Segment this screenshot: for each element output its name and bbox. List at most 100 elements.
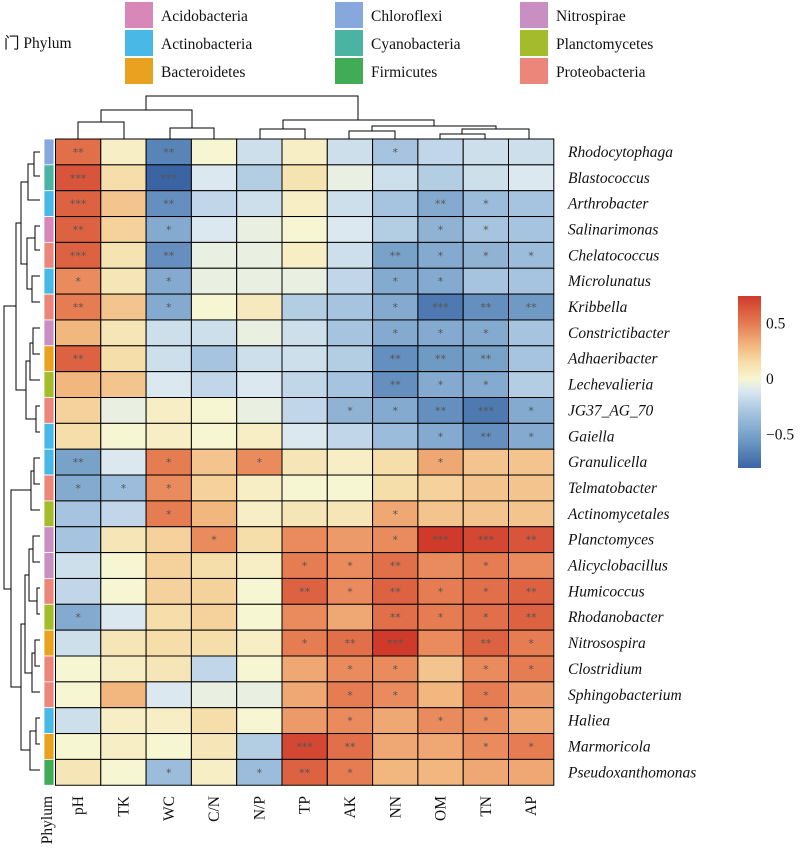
cell-actinomycetales-nn xyxy=(372,500,419,528)
legend-label-bacteroidetes: Bacteroidetes xyxy=(161,64,245,81)
cell-rhodanobacter-ap xyxy=(508,603,555,631)
significance-pseudoxanthomonas-wc: * xyxy=(166,766,172,779)
phylum-marker-blastococcus xyxy=(43,164,55,192)
column-label-ph: pH xyxy=(70,796,87,815)
cell-humicoccus-ak xyxy=(326,577,374,605)
cell-microlunatus-tp xyxy=(281,267,328,295)
cell-arthrobacter-ap xyxy=(508,190,555,218)
significance-gaiella-ap: * xyxy=(528,430,534,443)
cell-rhodocytophaga-tk xyxy=(100,138,147,166)
significance-gaiella-tn: ** xyxy=(480,430,492,443)
cell-planctomyces-ak xyxy=(326,526,374,554)
significance-humicoccus-tp: ** xyxy=(299,585,311,598)
phylum-marker-planctomyces xyxy=(43,526,55,554)
significance-alicyclobacillus-tn: * xyxy=(483,560,489,573)
cell-granulicella-om xyxy=(417,448,464,476)
legend-swatch-nitrospirae xyxy=(520,2,548,28)
cell-arthrobacter-c-n xyxy=(190,190,238,218)
cell-gaiella-ap xyxy=(508,422,555,450)
cell-granulicella-tp xyxy=(281,448,328,476)
legend-label-planctomycetes: Planctomycetes xyxy=(556,36,653,53)
cell-constrictibacter-n-p xyxy=(236,319,283,347)
column-label-ap: AP xyxy=(523,796,540,816)
cell-gaiella-wc xyxy=(145,422,192,450)
cell-humicoccus-wc xyxy=(145,577,192,605)
significance-clostridium-tn: * xyxy=(483,663,489,676)
cell-microlunatus-tk xyxy=(100,267,147,295)
significance-kribbella-ap: ** xyxy=(526,301,538,314)
row-label-rhodocytophaga: Rhodocytophaga xyxy=(567,144,673,161)
cell-jg37-ag-70-ph xyxy=(55,397,102,424)
column-label-om: OM xyxy=(433,796,450,821)
cell-nitrosospira-ap xyxy=(508,629,555,657)
cell-sphingobacterium-ap xyxy=(508,681,555,709)
cell-blastococcus-tn xyxy=(462,164,510,192)
significance-rhodanobacter-ph: * xyxy=(75,611,81,624)
cell-granulicella-tn xyxy=(462,448,510,476)
cell-clostridium-tk xyxy=(100,655,147,683)
significance-haliea-om: * xyxy=(438,715,444,728)
phylum-marker-chelatococcus xyxy=(43,241,55,269)
column-label-nn: NN xyxy=(387,796,404,818)
significance-salinarimonas-ph: ** xyxy=(73,223,85,236)
cell-lechevalieria-tp xyxy=(281,371,328,398)
cell-granulicella-c-n xyxy=(190,448,238,476)
cell-rhodocytophaga-om xyxy=(417,138,464,166)
column-label-tp: TP xyxy=(297,796,314,814)
significance-rhodanobacter-tn: * xyxy=(483,611,489,624)
cell-actinomycetales-om xyxy=(417,500,464,528)
cell-telmatobacter-om xyxy=(417,474,464,502)
legend-label-acidobacteria: Acidobacteria xyxy=(161,8,248,25)
cell-jg37-ag-70-tp xyxy=(281,397,328,424)
significance-telmatobacter-wc: * xyxy=(166,482,172,495)
significance-granulicella-wc: * xyxy=(166,456,172,469)
cell-rhodanobacter-ph xyxy=(55,603,102,631)
cell-microlunatus-nn xyxy=(372,267,419,295)
significance-adhaeribacter-nn: ** xyxy=(390,353,402,366)
phylum-marker-rhodocytophaga xyxy=(43,138,55,166)
row-label-constrictibacter: Constrictibacter xyxy=(568,325,671,342)
significance-constrictibacter-nn: * xyxy=(393,327,399,340)
row-label-actinomycetales: Actinomycetales xyxy=(567,506,670,523)
significance-kribbella-tn: ** xyxy=(480,301,492,314)
significance-planctomyces-om: *** xyxy=(432,534,449,547)
cell-haliea-wc xyxy=(145,707,192,735)
significance-humicoccus-tn: * xyxy=(483,585,489,598)
row-label-nitrosospira: Nitrosospira xyxy=(567,635,646,652)
significance-planctomyces-tn: *** xyxy=(478,534,495,547)
cell-marmoricola-ph xyxy=(55,733,102,760)
cell-clostridium-ph xyxy=(55,655,102,683)
row-label-lechevalieria: Lechevalieria xyxy=(567,377,653,394)
phylum-marker-actinomycetales xyxy=(43,500,55,528)
cell-clostridium-n-p xyxy=(236,655,283,683)
significance-salinarimonas-om: * xyxy=(438,223,444,236)
significance-adhaeribacter-om: ** xyxy=(435,353,447,366)
cell-chelatococcus-ph xyxy=(55,241,102,269)
cell-salinarimonas-om xyxy=(417,216,464,243)
significance-kribbella-om: *** xyxy=(432,301,449,314)
legend-swatch-cyanobacteria xyxy=(335,30,363,56)
cell-pseudoxanthomonas-om xyxy=(417,758,464,786)
cell-microlunatus-ak xyxy=(326,267,374,295)
significance-kribbella-nn: * xyxy=(393,301,399,314)
cell-rhodocytophaga-tn xyxy=(462,138,510,166)
cell-clostridium-om xyxy=(417,655,464,683)
column-dendrogram xyxy=(77,95,530,139)
cell-arthrobacter-ph xyxy=(55,190,102,218)
phylum-marker-constrictibacter xyxy=(43,319,55,347)
significance-constrictibacter-tn: * xyxy=(483,327,489,340)
phylum-marker-microlunatus xyxy=(43,267,55,295)
significance-pseudoxanthomonas-tp: ** xyxy=(299,766,311,779)
cell-rhodanobacter-wc xyxy=(145,603,192,631)
cell-blastococcus-n-p xyxy=(236,164,283,192)
significance-humicoccus-om: * xyxy=(438,585,444,598)
cell-kribbella-ap xyxy=(508,293,555,321)
phylum-marker-kribbella xyxy=(43,293,55,321)
cell-microlunatus-ap xyxy=(508,267,555,295)
cell-sphingobacterium-tk xyxy=(100,681,147,709)
significance-clostridium-nn: * xyxy=(393,663,399,676)
legend-label-firmicutes: Firmicutes xyxy=(371,64,437,81)
phylum-annotation-bar xyxy=(43,138,55,786)
phylum-marker-jg37-ag-70 xyxy=(43,397,55,424)
cell-haliea-ak xyxy=(326,707,374,735)
